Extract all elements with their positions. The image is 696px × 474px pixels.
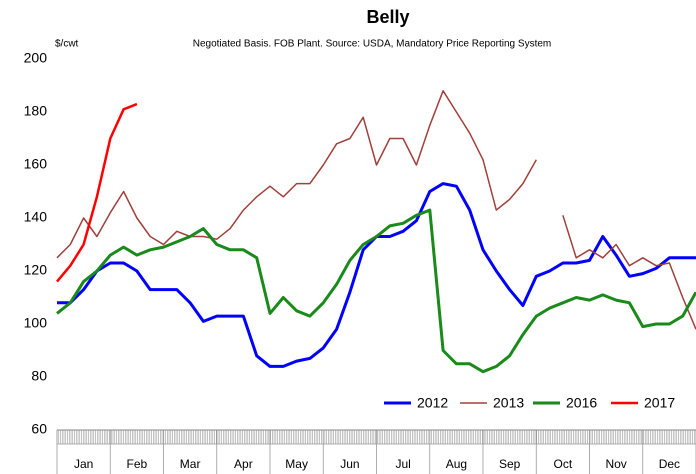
x-tick-label: Jul: [395, 457, 410, 471]
y-tick-label: 100: [24, 315, 48, 331]
legend-label: 2016: [566, 395, 597, 411]
series-line: [56, 102, 138, 283]
y-tick-label: 160: [24, 156, 48, 172]
x-tick-label: Mar: [180, 457, 201, 471]
legend-label: 2013: [493, 395, 524, 411]
x-tick-label: Apr: [234, 457, 253, 471]
series-line: [57, 182, 696, 368]
series-line: [56, 208, 696, 374]
y-tick-label: 180: [24, 103, 48, 119]
series-line: [56, 90, 696, 330]
chart-title: Belly: [366, 7, 409, 27]
y-tick-label: 120: [24, 262, 48, 278]
legend-label: 2012: [417, 395, 448, 411]
y-tick-label: 60: [31, 421, 47, 437]
y-tick-label: 200: [24, 50, 48, 66]
x-tick-label: May: [285, 457, 308, 471]
x-tick-label: Sep: [499, 457, 521, 471]
x-tick-label: Jan: [74, 457, 93, 471]
y-axis-label: $/cwt: [55, 39, 79, 50]
x-tick-label: Dec: [659, 457, 680, 471]
x-tick-label: Feb: [127, 457, 148, 471]
chart-subtitle: Negotiated Basis. FOB Plant. Source: USD…: [193, 39, 552, 50]
y-tick-label: 80: [31, 368, 47, 384]
x-tick-label: Aug: [446, 457, 467, 471]
x-tick-label: Oct: [554, 457, 573, 471]
y-tick-label: 140: [24, 209, 48, 225]
x-tick-label: Nov: [605, 457, 626, 471]
x-tick-label: Jun: [340, 457, 359, 471]
x-axis-hatch: [56, 430, 696, 474]
legend-label: 2017: [644, 395, 675, 411]
